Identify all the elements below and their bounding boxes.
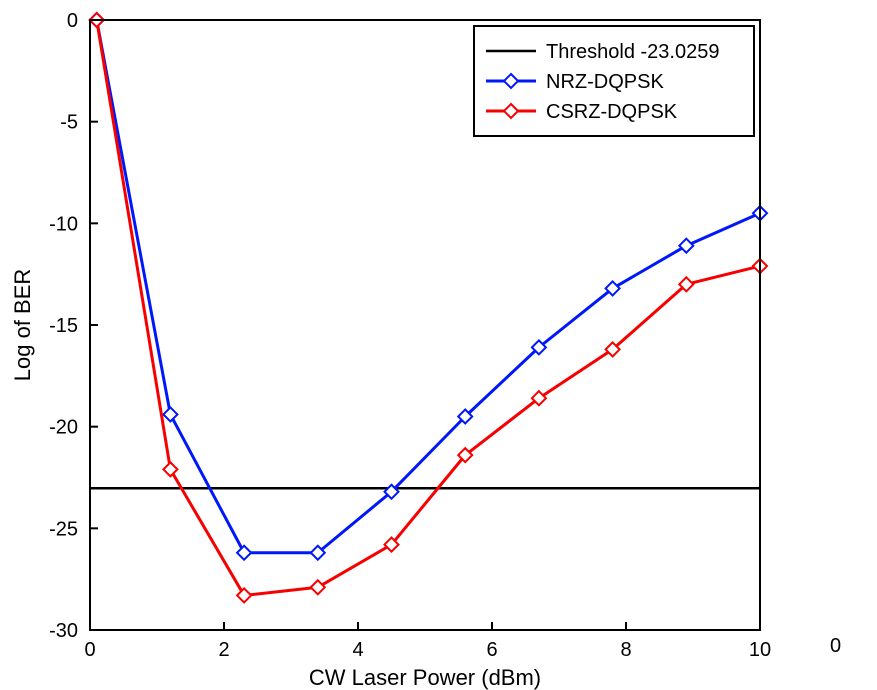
chart-svg: 0 2 4 6 8 10 -30 -25 -20 -15 -10 -5 0 CW Laser Power … xyxy=(0,0,877,690)
y-tick-label: -10 xyxy=(49,213,78,235)
legend-label: Threshold -23.0259 xyxy=(546,41,719,63)
y-tick-label: -30 xyxy=(49,620,78,642)
stray-zero-label: 0 xyxy=(830,635,841,658)
y-axis-label: Log of BER xyxy=(10,269,35,382)
y-tick-label: 0 xyxy=(67,10,78,32)
legend: Threshold -23.0259 NRZ-DQPSK CSRZ-DQPSK xyxy=(474,26,754,136)
x-tick-label: 8 xyxy=(620,639,631,661)
y-tick-label: -20 xyxy=(49,417,78,439)
y-tick-label: -15 xyxy=(49,315,78,337)
chart-stage: 0 2 4 6 8 10 -30 -25 -20 -15 -10 -5 0 CW Laser Power … xyxy=(0,0,877,690)
x-tick-label: 10 xyxy=(749,639,771,661)
legend-label: NRZ-DQPSK xyxy=(546,71,664,93)
y-tick-label: -25 xyxy=(49,518,78,540)
x-tick-label: 6 xyxy=(486,639,497,661)
legend-label: CSRZ-DQPSK xyxy=(546,101,678,123)
x-tick-label: 4 xyxy=(352,639,363,661)
x-axis-label: CW Laser Power (dBm) xyxy=(309,665,541,690)
x-tick-label: 0 xyxy=(84,639,95,661)
y-tick-label: -5 xyxy=(60,112,78,134)
x-tick-label: 2 xyxy=(218,639,229,661)
